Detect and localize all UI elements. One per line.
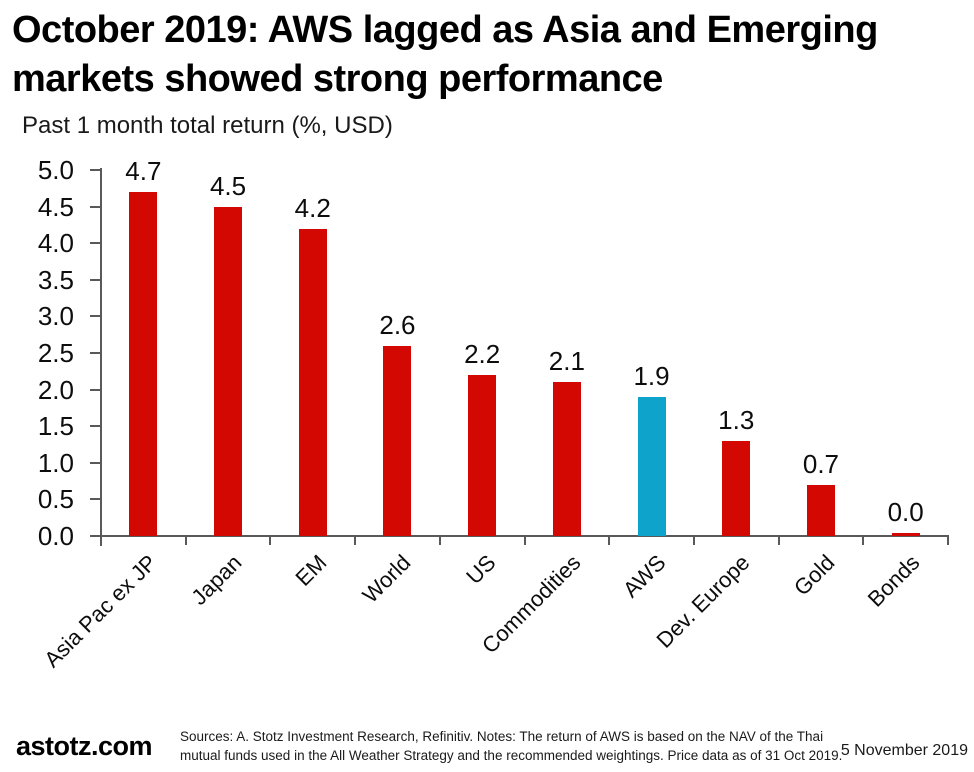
y-axis-tick-label: 0.0 <box>37 521 74 551</box>
y-axis-tick-label: 1.0 <box>37 447 74 478</box>
y-axis-tick-label: 4.5 <box>37 191 74 222</box>
y-axis-tick <box>90 388 100 391</box>
y-axis-tick-label: 3.0 <box>37 301 74 332</box>
x-axis-tick <box>777 536 780 545</box>
y-axis-tick <box>90 315 100 318</box>
x-axis-tick <box>523 536 526 545</box>
bar-value-label: 4.5 <box>209 171 247 201</box>
y-axis-tick-label: 2.5 <box>37 338 74 368</box>
y-axis-tick-label: 5.0 <box>37 155 74 185</box>
brand-logo: astotz.com <box>16 731 153 761</box>
bar-value-label: 1.9 <box>633 361 670 391</box>
sources-note: Sources: A. Stotz Investment Research, R… <box>180 727 850 765</box>
bar-value-label: 2.6 <box>379 310 416 340</box>
page-title-line-1: October 2019: AWS lagged as Asia and Eme… <box>12 9 878 51</box>
bar-value-label: 4.2 <box>294 193 331 223</box>
y-axis-tick <box>90 278 100 281</box>
y-axis-tick <box>90 169 100 171</box>
bar-value-label: 0.7 <box>802 449 840 479</box>
page-title-line-2: markets showed strong performance <box>12 58 663 100</box>
x-axis-tick <box>100 536 102 545</box>
bar-bonds <box>891 533 920 536</box>
y-axis-tick-label: 4.0 <box>37 228 74 259</box>
x-axis-tick <box>438 536 441 545</box>
x-axis-tick <box>608 536 611 545</box>
bar-us <box>468 375 497 536</box>
bar-value-label: 1.3 <box>718 405 755 435</box>
y-axis-tick <box>90 352 100 354</box>
bar-commodities <box>552 382 581 536</box>
x-axis-tick <box>269 536 272 545</box>
bar-dev-europe <box>722 441 751 536</box>
y-axis-tick <box>90 242 100 245</box>
x-axis-tick <box>947 536 949 545</box>
y-axis-tick <box>90 498 100 501</box>
y-axis-tick-label: 3.5 <box>37 264 74 295</box>
sources-note-line-2: mutual funds used in the All Weather Str… <box>180 748 843 763</box>
sources-note-line-1: Sources: A. Stotz Investment Research, R… <box>180 729 824 744</box>
y-axis-tick-label: 0.5 <box>37 484 74 515</box>
y-axis-tick <box>90 205 100 208</box>
x-axis-tick <box>692 536 695 545</box>
y-axis-tick-label: 1.5 <box>37 411 74 442</box>
y-axis-tick <box>90 535 100 537</box>
bar-gold <box>806 485 835 536</box>
y-axis-tick <box>90 425 100 428</box>
bar-value-label: 0.0 <box>887 497 924 527</box>
bar-world <box>383 346 412 536</box>
y-axis-tick-label: 2.0 <box>37 374 74 405</box>
bar-value-label: 2.1 <box>548 346 585 376</box>
x-axis-tick <box>354 536 357 545</box>
bar-japan <box>214 207 243 536</box>
x-axis-tick <box>184 536 187 545</box>
bar-value-label: 2.2 <box>464 339 501 369</box>
x-axis-tick <box>862 536 865 545</box>
y-axis <box>100 168 102 546</box>
bar-asia-pac-ex-jp <box>129 192 158 536</box>
bar-value-label: 4.7 <box>125 156 162 186</box>
y-axis-tick <box>90 461 100 464</box>
bar-em <box>298 229 327 536</box>
chart-subtitle: Past 1 month total return (%, USD) <box>22 112 393 139</box>
publication-date: 5 November 2019 <box>840 742 968 759</box>
page-title: October 2019: AWS lagged as Asia and Eme… <box>12 6 962 104</box>
bar-aws <box>637 397 666 536</box>
